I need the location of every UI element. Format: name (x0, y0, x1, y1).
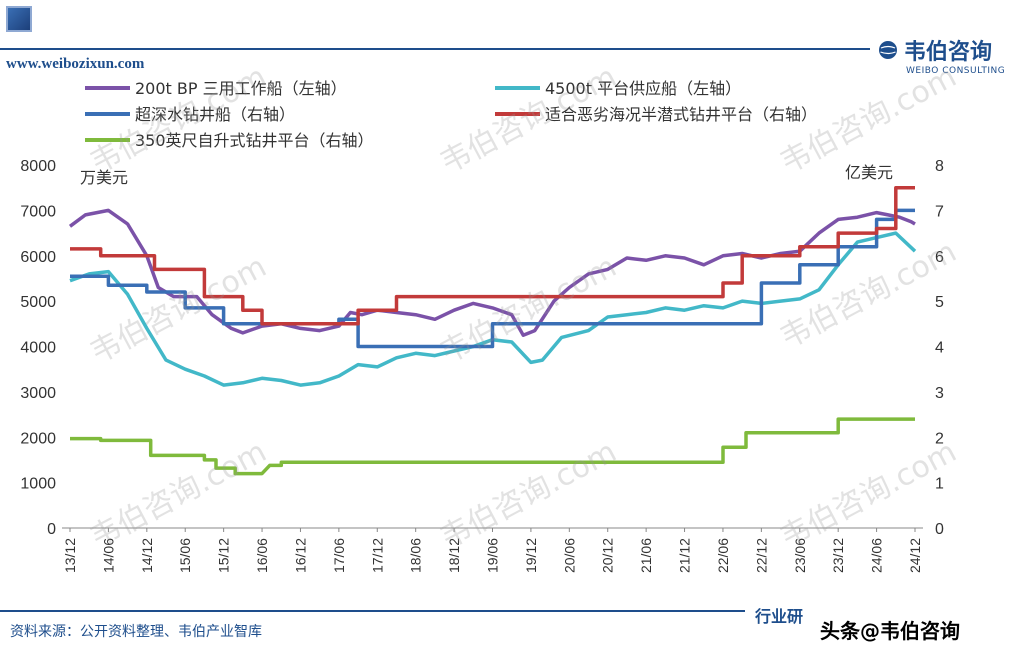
series-line-4 (70, 185, 915, 326)
y-left-tick-label: 4000 (20, 340, 56, 357)
x-tick-label: 16/12 (292, 538, 308, 573)
x-tick-label: 19/06 (485, 538, 501, 573)
x-tick-label: 15/12 (216, 538, 232, 573)
header-divider (0, 48, 870, 50)
x-tick-label: 16/06 (254, 538, 270, 573)
y-right-tick-label: 0 (935, 521, 944, 538)
y-right-tick-label: 3 (935, 385, 944, 402)
legend-label: 350英尺自升式钻井平台（右轴） (135, 131, 374, 150)
legend-label: 200t BP 三用工作船（左轴） (135, 79, 347, 98)
x-tick-label: 22/06 (715, 538, 731, 573)
x-tick-label: 18/06 (408, 538, 424, 573)
y-left-tick-label: 1000 (20, 476, 56, 493)
y-left-tick-label: 3000 (20, 385, 56, 402)
legend-label: 超深水钻井船（右轴） (135, 105, 295, 124)
x-tick-label: 23/06 (792, 538, 808, 573)
footer-label: 行业研 (755, 607, 804, 626)
x-tick-label: 18/12 (446, 538, 462, 573)
y-left-tick-label: 0 (47, 521, 56, 538)
y-left-tick-label: 6000 (20, 249, 56, 266)
logo-square (6, 6, 32, 32)
y-left-tick-label: 7000 (20, 203, 56, 220)
x-tick-label: 24/12 (907, 538, 923, 573)
x-tick-label: 24/06 (869, 538, 885, 573)
price-chart: 200t BP 三用工作船（左轴） 4500t 平台供应船（左轴） 超深水钻井船（右… (20, 79, 944, 573)
series-line-3 (70, 208, 915, 349)
chart-axes: 0 1000 2000 3000 4000 5000 6000 7000 8000 0 1 2 3 4 5 6… (20, 158, 944, 573)
y-right-tick-label: 8 (935, 158, 944, 175)
y-left-tick-label: 8000 (20, 158, 56, 175)
left-axis-unit: 万美元 (80, 168, 128, 187)
x-tick-label: 21/12 (677, 538, 693, 573)
y-right-tick-label: 7 (935, 203, 944, 220)
y-left-tick-label: 5000 (20, 294, 56, 311)
x-tick-label: 17/12 (369, 538, 385, 573)
source-note: 资料来源：公开资料整理、韦伯产业智库 (10, 624, 262, 640)
legend-label: 适合恶劣海况半潜式钻井平台（右轴） (545, 105, 817, 124)
plot-area (68, 185, 917, 476)
x-tick-label: 17/06 (331, 538, 347, 573)
chart-legend: 200t BP 三用工作船（左轴） 4500t 平台供应船（左轴） 超深水钻井船（右… (85, 79, 817, 150)
y-right-tick-label: 6 (935, 249, 944, 266)
x-tick-label: 15/06 (177, 538, 193, 573)
x-tick-label: 21/06 (638, 538, 654, 573)
brand-globe-icon (879, 41, 897, 59)
x-tick-label: 22/12 (753, 538, 769, 573)
x-tick-label: 13/12 (62, 538, 78, 573)
x-tick-label: 20/12 (600, 538, 616, 573)
x-tick-label: 19/12 (523, 538, 539, 573)
x-tick-label: 14/12 (139, 538, 155, 573)
y-right-tick-label: 5 (935, 294, 944, 311)
right-axis-unit: 亿美元 (845, 163, 893, 182)
y-right-tick-label: 2 (935, 430, 944, 447)
legend-label: 4500t 平台供应船（左轴） (545, 79, 741, 98)
y-right-tick-label: 4 (935, 340, 944, 357)
x-tick-label: 23/12 (830, 538, 846, 573)
series-line-5 (70, 417, 915, 476)
x-tick-label: 14/06 (100, 538, 116, 573)
x-tick-label: 20/06 (561, 538, 577, 573)
brand-name: 韦伯咨询 (904, 40, 993, 65)
author-credit: 头条@韦伯咨询 (820, 619, 960, 643)
site-url: www.weibozixun.com (6, 56, 145, 72)
series-line-1 (68, 208, 916, 337)
y-left-tick-label: 2000 (20, 430, 56, 447)
brand-english-name: WEIBO CONSULTING (906, 66, 1006, 76)
footer-divider (0, 610, 745, 612)
y-right-tick-label: 1 (935, 476, 944, 493)
